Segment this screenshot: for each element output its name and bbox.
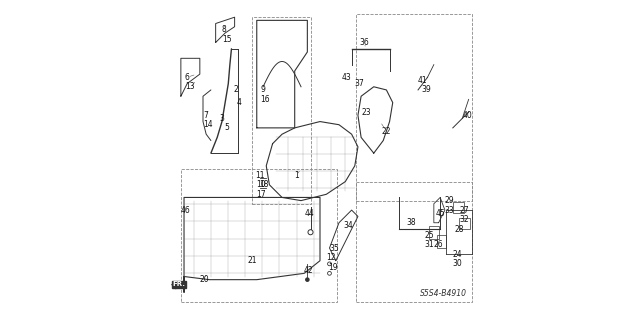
Bar (459, 218, 470, 229)
Text: 23: 23 (361, 108, 371, 116)
Text: 26: 26 (434, 241, 444, 249)
Text: 30: 30 (452, 259, 463, 268)
Text: 9: 9 (260, 85, 266, 94)
Text: 12: 12 (326, 253, 336, 262)
Bar (356, 182, 472, 302)
Text: FR.: FR. (173, 281, 186, 287)
Text: 40: 40 (462, 111, 472, 120)
Text: 38: 38 (407, 218, 417, 227)
Text: 29: 29 (445, 196, 454, 205)
Text: 28: 28 (454, 225, 464, 234)
Text: 17: 17 (257, 190, 266, 199)
Text: 33: 33 (445, 206, 454, 215)
Bar (453, 202, 464, 213)
Text: 34: 34 (344, 221, 353, 230)
Text: 45: 45 (435, 209, 445, 218)
Text: 44: 44 (305, 209, 315, 218)
Text: S5S4-B4910: S5S4-B4910 (420, 289, 467, 298)
Text: 35: 35 (330, 243, 339, 253)
Text: 31: 31 (424, 241, 434, 249)
Text: 3: 3 (220, 114, 225, 123)
Text: 20: 20 (200, 275, 209, 284)
Text: 27: 27 (459, 206, 468, 215)
Text: 1: 1 (294, 171, 299, 180)
Bar (252, 17, 310, 204)
Text: 5: 5 (224, 123, 229, 132)
Bar (181, 169, 337, 302)
Circle shape (306, 278, 309, 281)
Text: 10: 10 (257, 180, 266, 189)
Text: 7: 7 (204, 111, 209, 120)
Text: 22: 22 (381, 127, 391, 136)
Text: 11: 11 (255, 171, 265, 180)
Text: 42: 42 (304, 266, 314, 275)
Text: 19: 19 (328, 263, 337, 271)
Text: 25: 25 (424, 231, 434, 240)
Text: 4: 4 (237, 98, 242, 107)
Text: 21: 21 (247, 256, 257, 265)
Text: 24: 24 (452, 250, 462, 259)
Text: 14: 14 (203, 120, 212, 129)
Text: 16: 16 (260, 95, 269, 104)
Text: 32: 32 (459, 215, 468, 224)
Text: 37: 37 (355, 79, 364, 88)
Text: 13: 13 (186, 82, 195, 91)
Bar (356, 14, 472, 201)
Text: 2: 2 (234, 85, 239, 94)
Bar (437, 235, 447, 248)
Text: 41: 41 (418, 76, 428, 85)
Text: 18: 18 (259, 180, 269, 189)
Text: 39: 39 (421, 85, 431, 94)
Text: 36: 36 (360, 38, 369, 47)
Text: 43: 43 (342, 73, 352, 82)
Text: 6: 6 (185, 73, 189, 82)
Text: 8: 8 (221, 25, 226, 34)
Text: 46: 46 (180, 206, 191, 215)
Text: 15: 15 (222, 35, 232, 44)
Bar (429, 226, 438, 239)
